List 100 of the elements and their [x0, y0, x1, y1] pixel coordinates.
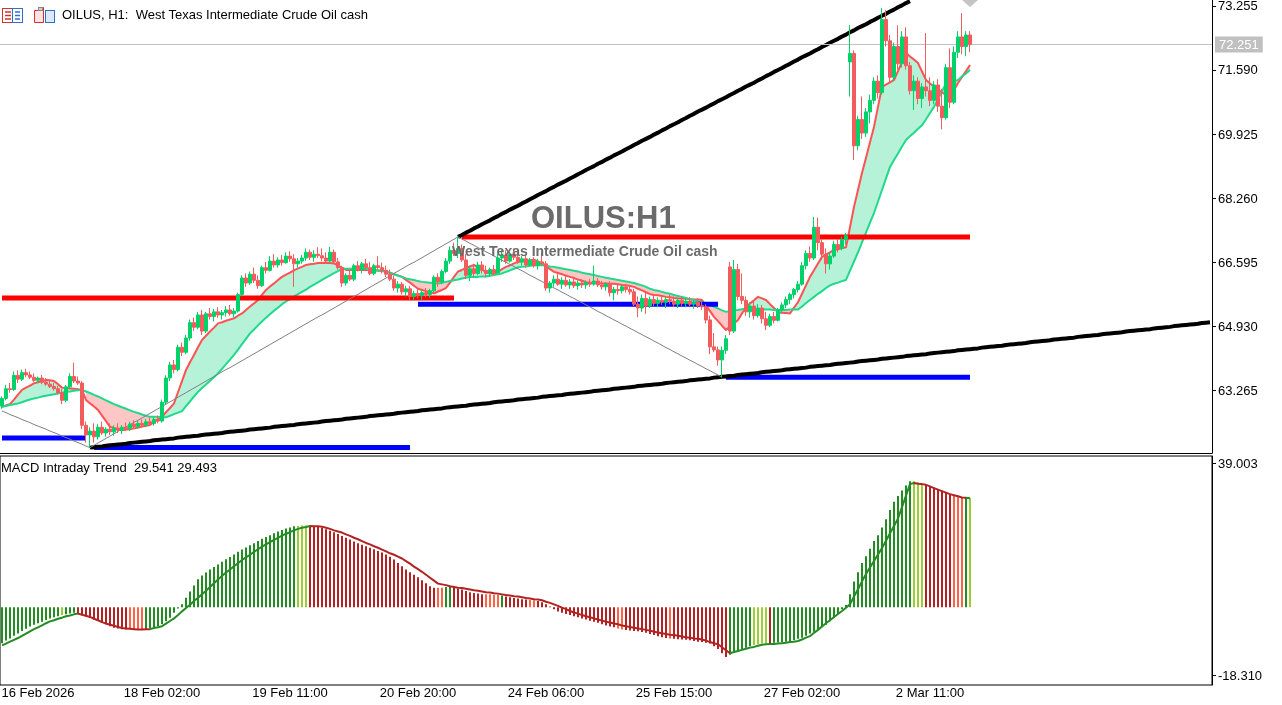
candlestick [788, 292, 792, 305]
bar [877, 535, 879, 608]
bar [349, 539, 351, 608]
bar [885, 519, 887, 608]
bar [229, 557, 231, 608]
bar [473, 592, 475, 608]
candlestick [32, 372, 36, 383]
bar [133, 607, 135, 630]
bar [737, 607, 739, 651]
bar [621, 607, 623, 630]
bar [769, 607, 771, 644]
candlestick [580, 278, 584, 289]
candlestick [844, 232, 848, 246]
candlestick [968, 30, 972, 53]
line-series [1, 482, 971, 655]
bar [777, 607, 779, 643]
candlestick [916, 76, 920, 105]
bar [141, 607, 143, 630]
bar [485, 594, 487, 608]
bar [461, 589, 463, 608]
candlestick [284, 251, 288, 265]
candlestick [192, 317, 196, 332]
candlestick [680, 295, 684, 307]
candlestick [616, 284, 620, 296]
candlestick [648, 295, 652, 309]
bar [925, 484, 927, 608]
bar [541, 602, 543, 608]
candlestick [772, 311, 776, 324]
candlestick [308, 249, 312, 261]
bar [293, 526, 295, 608]
bar [649, 607, 651, 634]
candlestick [204, 311, 208, 334]
bar [781, 607, 783, 643]
candlestick [124, 422, 128, 432]
bar [449, 586, 451, 608]
bar [341, 535, 343, 608]
candlestick [132, 419, 136, 430]
bar [333, 532, 335, 608]
bar [213, 566, 215, 608]
candlestick [592, 265, 596, 287]
bar [265, 537, 267, 608]
bar [709, 607, 711, 644]
candlestick [24, 368, 28, 378]
bar [865, 556, 867, 608]
bar [681, 607, 683, 640]
candlestick [20, 369, 24, 382]
candlestick [180, 342, 184, 357]
candlestick [420, 289, 424, 301]
candlestick [568, 278, 572, 290]
bar [17, 607, 19, 634]
bar [45, 607, 47, 620]
candlestick [356, 260, 360, 272]
bar [105, 607, 107, 625]
bar [669, 607, 671, 639]
candlestick [328, 246, 332, 264]
candlestick [100, 420, 104, 436]
bar [913, 481, 915, 608]
x-tick-label: 18 Feb 02:00 [123, 685, 201, 700]
candlestick [320, 247, 324, 262]
bar [537, 601, 539, 608]
bar [69, 607, 71, 614]
candlestick [912, 74, 916, 111]
bar [645, 607, 647, 633]
candlestick [736, 263, 740, 301]
bar [217, 564, 219, 608]
bar [817, 607, 819, 630]
candlestick [664, 296, 668, 309]
bar [381, 552, 383, 608]
candlestick [260, 265, 264, 288]
y-tick-label: 66.595 [1218, 254, 1258, 270]
bar [233, 554, 235, 608]
bar [801, 607, 803, 638]
bar [881, 527, 883, 608]
candlestick [352, 263, 356, 282]
y-tick-label: 39.003 [1218, 455, 1258, 471]
candlestick [612, 286, 616, 301]
candlestick [572, 277, 576, 289]
bar [505, 596, 507, 608]
candlestick [528, 257, 532, 267]
bar [465, 591, 467, 608]
bar [701, 607, 703, 643]
bar [789, 607, 791, 642]
candlestick [544, 260, 548, 292]
candlestick [808, 246, 812, 263]
bar [545, 604, 547, 608]
candlestick [404, 285, 408, 297]
candlestick [144, 418, 148, 428]
candlestick [692, 299, 696, 310]
candlestick [348, 269, 352, 282]
candlestick [848, 24, 852, 98]
bar [209, 569, 211, 608]
candlestick [476, 261, 480, 276]
bar [557, 607, 559, 612]
candlestick [44, 377, 48, 387]
bar [437, 587, 439, 608]
candlestick [768, 313, 772, 328]
bar [953, 495, 955, 608]
line-series [1, 236, 723, 449]
candlestick [960, 12, 964, 55]
bar [613, 607, 615, 628]
